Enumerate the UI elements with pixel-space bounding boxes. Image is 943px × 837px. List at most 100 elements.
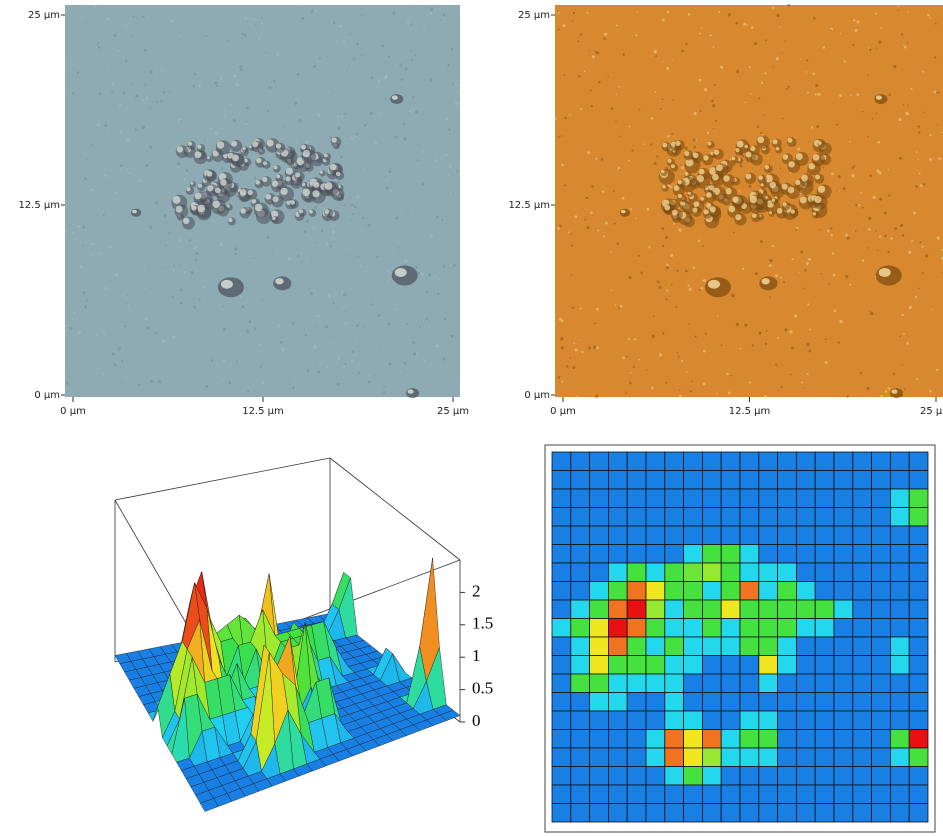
texture-speck <box>96 46 98 49</box>
heatmap-cell <box>871 618 891 638</box>
texture-speck <box>856 93 860 97</box>
heatmap-cell <box>645 655 666 675</box>
particle-highlight <box>700 197 705 201</box>
texture-speck <box>878 235 882 238</box>
heatmap-cell <box>720 803 741 823</box>
texture-speck <box>789 330 793 334</box>
texture-speck <box>574 215 578 219</box>
heatmap-cell <box>702 747 722 767</box>
texture-speck <box>735 322 739 326</box>
texture-speck <box>713 83 716 86</box>
texture-speck <box>578 74 581 78</box>
heatmap-cell <box>608 710 628 730</box>
texture-speck <box>111 352 115 356</box>
texture-speck <box>115 273 119 277</box>
heatmap-cell <box>551 488 572 508</box>
texture-speck <box>749 65 752 69</box>
texture-speck <box>412 352 416 356</box>
microscope-image <box>64 4 460 399</box>
texture-speck <box>888 93 891 96</box>
heatmap-cell <box>702 562 722 582</box>
texture-speck <box>787 85 790 88</box>
texture-speck <box>172 335 176 339</box>
heatmap-cell <box>570 747 590 767</box>
texture-speck <box>875 229 878 232</box>
heatmap-cell <box>739 562 760 582</box>
texture-speck <box>384 97 388 101</box>
particle-highlight <box>273 165 278 170</box>
heatmap-cell <box>570 470 590 490</box>
texture-speck <box>830 227 833 230</box>
particle-highlight <box>808 162 816 170</box>
texture-speck <box>384 74 389 78</box>
texture-speck <box>179 35 181 38</box>
texture-speck <box>769 258 773 263</box>
texture-speck <box>220 167 224 171</box>
texture-speck <box>661 98 664 101</box>
texture-speck <box>901 313 904 317</box>
texture-speck <box>616 24 619 27</box>
particle-highlight <box>677 179 682 185</box>
particle-highlight <box>394 267 407 277</box>
texture-speck <box>629 381 632 385</box>
particle-highlight <box>706 191 712 198</box>
texture-speck <box>616 242 619 245</box>
texture-speck <box>826 229 830 233</box>
texture-speck <box>456 169 459 173</box>
texture-speck <box>71 231 75 234</box>
texture-speck <box>566 365 569 368</box>
particle-highlight <box>760 183 764 187</box>
texture-speck <box>339 24 343 28</box>
particle-highlight <box>709 206 716 213</box>
texture-speck <box>356 324 359 327</box>
texture-speck <box>343 366 346 368</box>
texture-speck <box>791 258 794 261</box>
texture-speck <box>326 242 329 245</box>
heatmap-cell <box>814 636 835 656</box>
y-tick-label: 25 µm <box>518 10 550 21</box>
texture-speck <box>332 21 336 25</box>
texture-speck <box>143 48 147 52</box>
texture-speck <box>259 52 261 54</box>
heatmap-cell <box>739 784 760 804</box>
heatmap-cell <box>758 803 778 823</box>
heatmap-cell <box>890 655 910 675</box>
heatmap-cell <box>645 544 666 564</box>
heatmap-cell <box>608 525 628 545</box>
particle-highlight <box>675 140 681 146</box>
texture-speck <box>296 72 300 76</box>
particle-highlight <box>662 142 668 148</box>
texture-speck <box>108 245 112 249</box>
heatmap-cell <box>833 525 854 545</box>
texture-speck <box>585 196 588 199</box>
texture-speck <box>586 11 589 15</box>
heatmap-cell <box>739 525 760 545</box>
texture-speck <box>849 140 851 143</box>
heatmap-cell <box>720 470 741 490</box>
heatmap-cell <box>608 729 628 749</box>
texture-speck <box>155 201 158 205</box>
texture-speck <box>901 33 904 36</box>
heatmap-cell <box>852 692 872 712</box>
texture-speck <box>392 11 396 15</box>
texture-speck <box>229 103 232 106</box>
heatmap-cell <box>702 692 722 712</box>
texture-speck <box>861 206 864 209</box>
texture-speck <box>908 250 912 255</box>
particle-highlight <box>725 188 732 195</box>
texture-speck <box>268 86 272 89</box>
texture-speck <box>903 388 906 390</box>
heatmap-cell <box>833 673 854 693</box>
texture-speck <box>732 231 735 234</box>
texture-speck <box>687 12 691 16</box>
texture-speck <box>379 305 381 308</box>
texture-speck <box>820 272 822 275</box>
texture-speck <box>245 43 247 45</box>
texture-speck <box>352 212 355 215</box>
texture-speck <box>406 20 410 24</box>
particle-highlight <box>716 164 723 172</box>
heatmap-cell <box>777 803 797 823</box>
texture-speck <box>254 23 257 26</box>
texture-speck <box>301 16 305 20</box>
heatmap-cell <box>551 673 572 693</box>
